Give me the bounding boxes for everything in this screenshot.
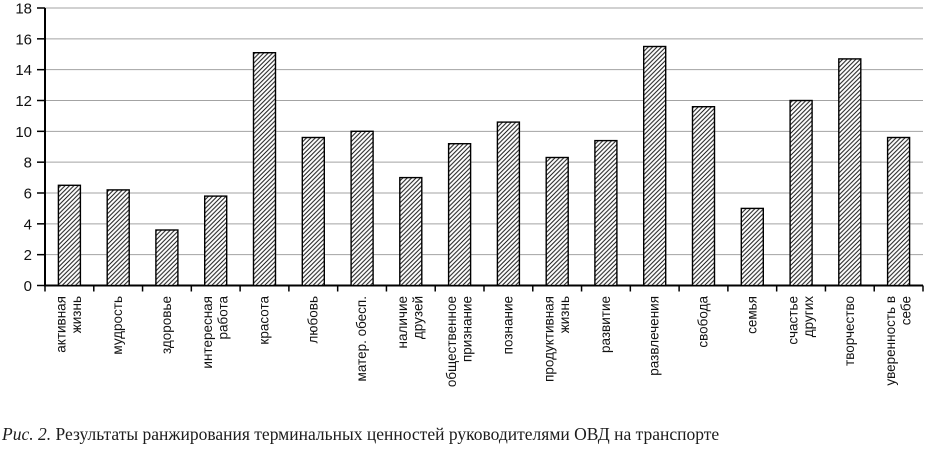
x-axis-category-label: счастьедругих: [785, 296, 816, 345]
y-axis-tick-label: 12: [15, 93, 32, 110]
svg-text:счастьедругих: счастьедругих: [785, 296, 816, 345]
x-axis-category-label: активнаяжизнь: [54, 296, 85, 353]
svg-text:продуктивнаяжизнь: продуктивнаяжизнь: [541, 296, 572, 382]
x-axis-category-label: продуктивнаяжизнь: [541, 296, 572, 382]
y-axis-tick-label: 0: [24, 278, 32, 295]
x-axis-category-label: творчество: [842, 296, 857, 366]
bar-7: [399, 176, 423, 287]
svg-text:активнаяжизнь: активнаяжизнь: [54, 296, 85, 353]
bar-6: [350, 130, 374, 287]
svg-text:красота: красота: [257, 296, 272, 345]
x-axis-category-label: свобода: [696, 296, 711, 348]
caption-text: Результаты ранжирования терминальных цен…: [51, 424, 720, 444]
x-axis-category-label: матер. обесп.: [354, 296, 369, 381]
bar-4: [252, 52, 277, 287]
x-axis-category-label: наличиедрузей: [395, 296, 426, 348]
svg-text:творчество: творчество: [842, 296, 857, 366]
y-axis-tick-label: 6: [24, 186, 32, 203]
x-axis-category-label: семья: [744, 296, 759, 334]
x-axis-category-label: мудрость: [110, 296, 125, 355]
bar-3: [203, 195, 228, 287]
x-axis-category-label: здоровье: [159, 296, 174, 354]
svg-text:любовь: любовь: [305, 296, 320, 343]
y-axis-tick-label: 14: [15, 62, 32, 79]
x-axis-category-label: интереснаяработа: [200, 296, 231, 369]
svg-text:семья: семья: [744, 296, 759, 334]
svg-text:развитие: развитие: [598, 296, 613, 353]
svg-text:познание: познание: [500, 296, 515, 354]
x-axis-category-label: красота: [257, 296, 272, 345]
bar-17: [886, 136, 911, 287]
x-axis-category-label: развитие: [598, 296, 613, 353]
y-axis-tick-label: 4: [24, 216, 32, 233]
bar-10: [545, 156, 569, 287]
svg-text:развлечения: развлечения: [647, 296, 662, 376]
x-axis-category-label: познание: [500, 296, 515, 354]
bar-1: [106, 189, 130, 287]
svg-text:свобода: свобода: [696, 296, 711, 348]
bar-14: [740, 207, 764, 287]
bar-chart: 0 2 4 6 8 10 12 14 16 18 активнаяжизнь мудрость здор…: [15, 1, 924, 387]
y-axis-tick-label: 18: [15, 1, 32, 18]
svg-text:мудрость: мудрость: [110, 296, 125, 355]
svg-text:здоровье: здоровье: [159, 296, 174, 354]
bar-8: [447, 142, 472, 287]
svg-text:интереснаяработа: интереснаяработа: [200, 296, 231, 369]
bar-16: [838, 58, 862, 287]
x-axis-category-label: любовь: [305, 296, 320, 343]
bar-15: [789, 99, 813, 287]
x-axis-category-label: общественноепризнание: [444, 296, 475, 387]
x-axis-category-label: развлечения: [647, 296, 662, 376]
bar-0: [57, 184, 82, 287]
y-axis-tick-label: 16: [15, 31, 32, 48]
caption-number: Рис. 2.: [2, 424, 52, 444]
svg-text:наличиедрузей: наличиедрузей: [395, 296, 426, 348]
bar-13: [691, 105, 716, 287]
x-axis-category-label: уверенность всебе: [883, 296, 914, 386]
bar-12: [643, 45, 667, 287]
bar-2: [155, 229, 179, 287]
bar-5: [301, 136, 325, 287]
y-axis-tick-label: 8: [24, 155, 32, 172]
y-axis-tick-label: 2: [24, 247, 32, 264]
bar-11: [594, 139, 618, 287]
figure-caption: Рис. 2. Результаты ранжирования терминал…: [2, 424, 719, 445]
svg-text:уверенность всебе: уверенность всебе: [883, 296, 914, 386]
svg-text:матер. обесп.: матер. обесп.: [354, 296, 369, 381]
bar-9: [496, 121, 521, 287]
svg-text:общественноепризнание: общественноепризнание: [444, 296, 475, 387]
y-axis-tick-label: 10: [15, 124, 32, 141]
